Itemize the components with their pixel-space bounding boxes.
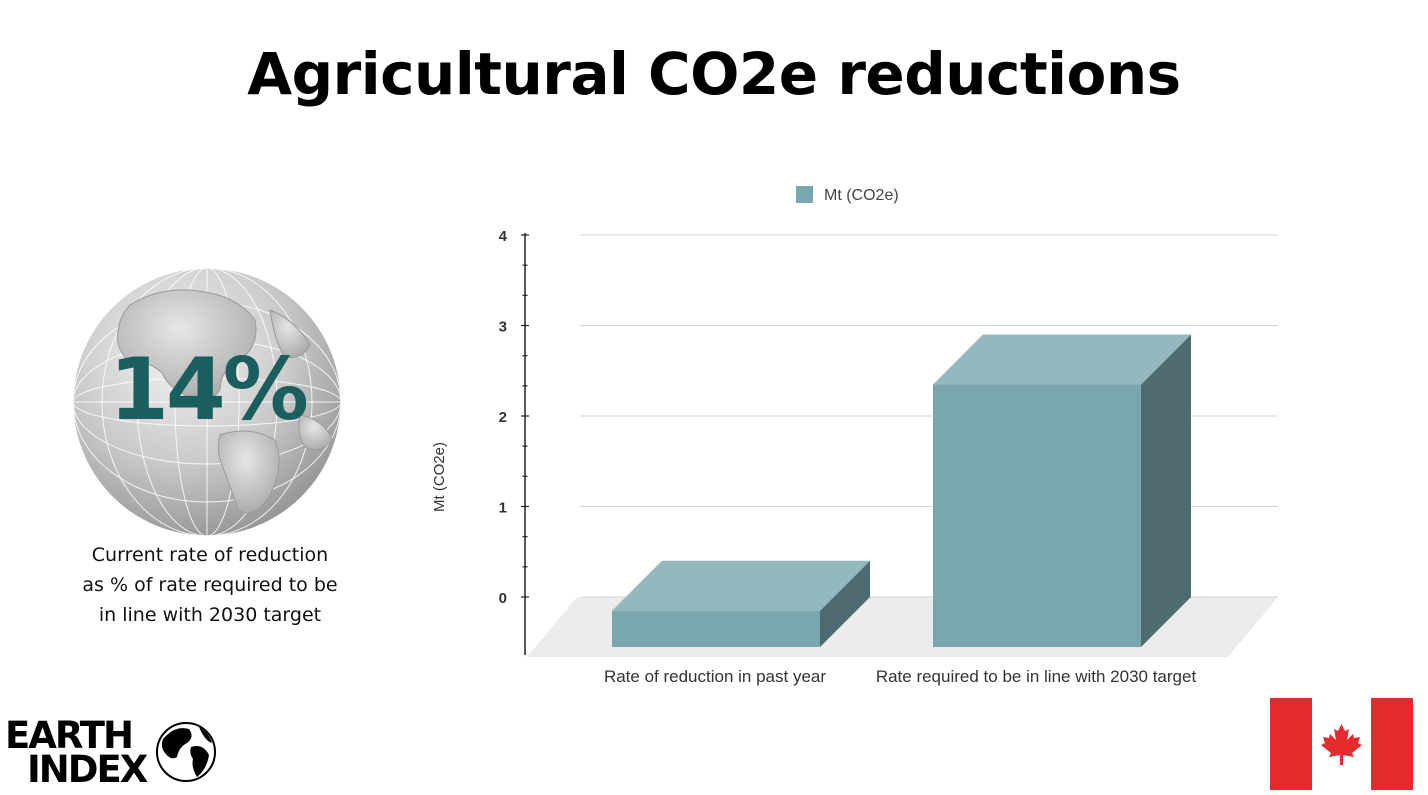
bar [612, 610, 820, 647]
y-tick-label: 0 [499, 590, 507, 607]
bar-top [612, 560, 870, 611]
canada-flag-icon [1270, 698, 1413, 790]
stat-caption-line: Current rate of reduction [91, 544, 329, 566]
globe-icon [72, 267, 342, 537]
bar-top [933, 334, 1191, 385]
y-tick-label: 1 [499, 500, 507, 517]
y-tick-label: 4 [499, 228, 508, 245]
stat-value: 14% [109, 340, 309, 440]
bar-chart: 0 1 2 3 4 Mt (CO2e) Rate of reduction in past … [431, 186, 1278, 686]
logo-globe-icon [156, 722, 216, 782]
bar [933, 384, 1141, 647]
y-tick-label: 3 [499, 319, 507, 336]
legend-label: Mt (CO2e) [824, 187, 899, 204]
stat-caption: Current rate of reduction as % of rate r… [40, 540, 380, 630]
globe-stat: 14% [70, 265, 345, 540]
page-title: Agricultural CO2e reductions [247, 40, 1181, 108]
logo-line-1: EARTH [5, 714, 134, 757]
bar-side [1141, 334, 1191, 647]
legend-swatch [796, 186, 813, 203]
x-tick-label: Rate required to be in line with 2030 ta… [876, 667, 1197, 686]
y-tick-label: 2 [499, 409, 507, 426]
logo-line-2: INDEX [27, 748, 148, 791]
x-tick-label: Rate of reduction in past year [604, 667, 826, 686]
stat-caption-line: in line with 2030 target [98, 604, 322, 626]
bar-side [820, 560, 870, 647]
y-axis-title: Mt (CO2e) [431, 442, 448, 512]
earth-index-logo: EARTH INDEX [5, 715, 220, 790]
stat-caption-line: as % of rate required to be [82, 574, 338, 596]
